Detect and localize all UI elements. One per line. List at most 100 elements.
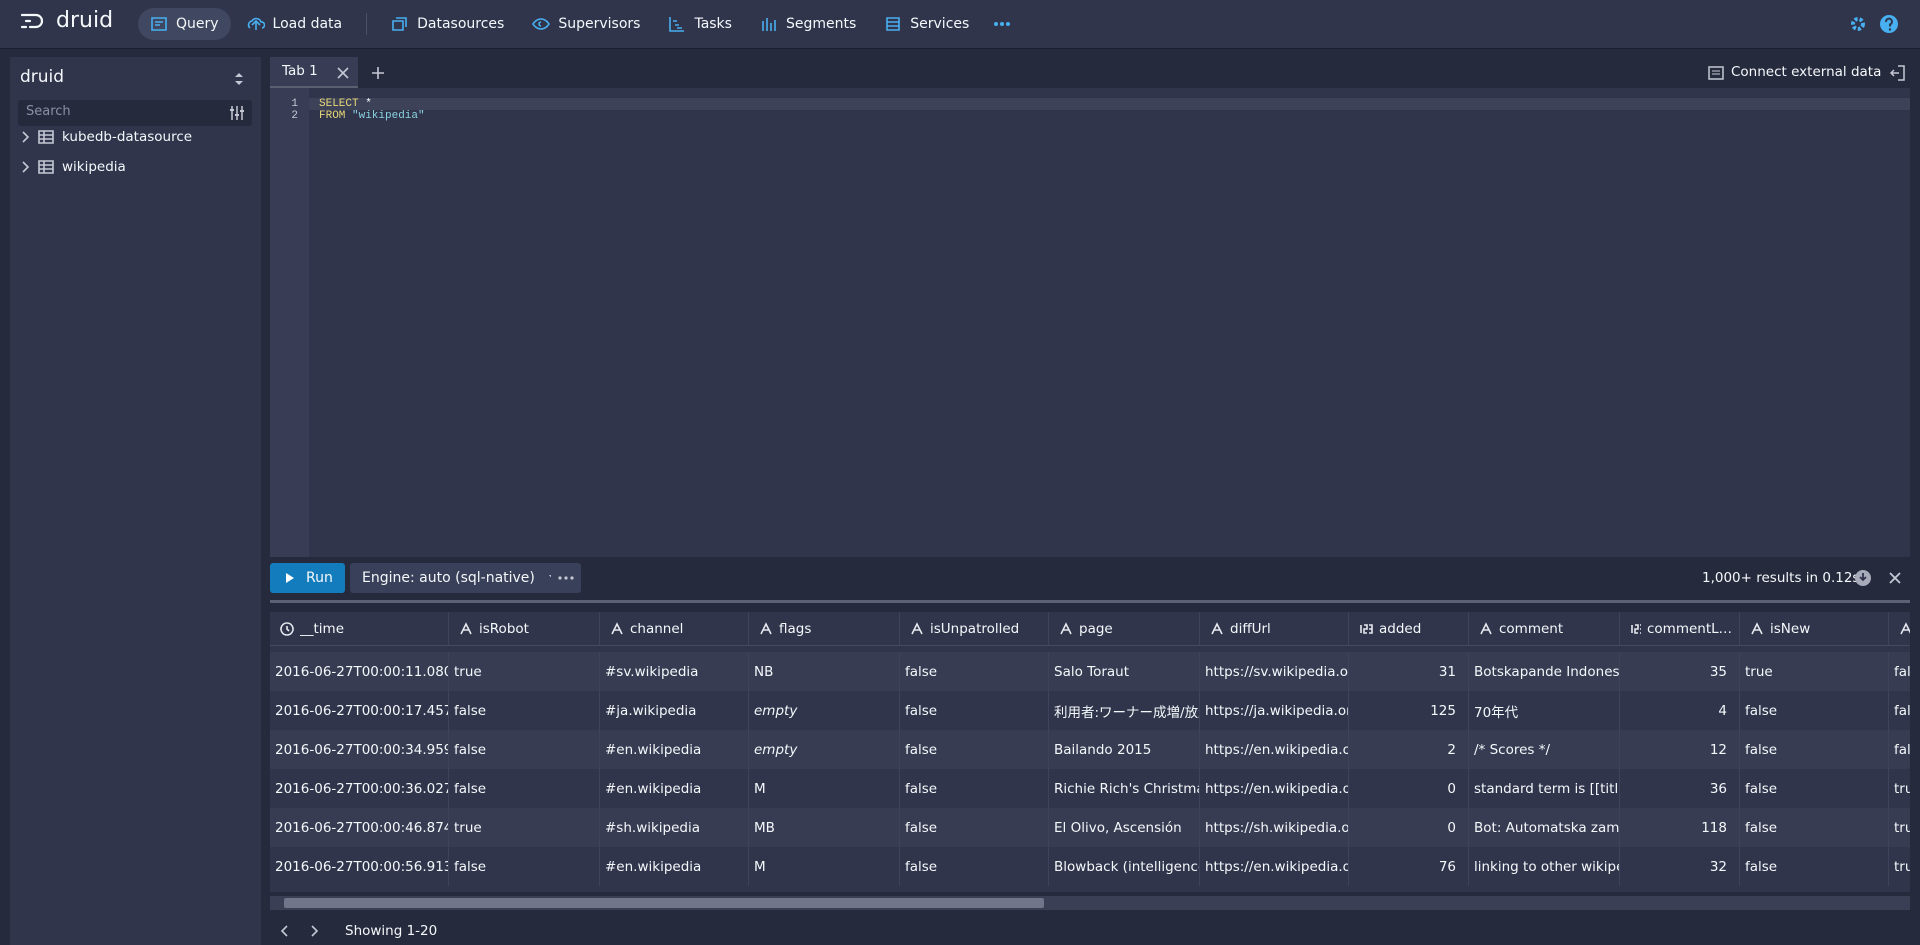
add-tab[interactable] (371, 66, 385, 80)
column-header[interactable]: added (1349, 612, 1469, 645)
code-token: SELECT (319, 98, 359, 110)
table-cell: empty (749, 691, 900, 730)
nav-item[interactable]: Segments (748, 8, 868, 40)
search-input[interactable]: Search (18, 100, 252, 126)
tab-close[interactable] (337, 67, 349, 79)
prev-page[interactable] (280, 925, 288, 937)
scroll-thumb[interactable] (284, 898, 1044, 908)
next-page[interactable] (311, 925, 319, 937)
table-cell: false (1740, 691, 1889, 730)
column-header[interactable] (1889, 612, 1910, 645)
nav-label: Datasources (417, 16, 504, 32)
column-name: channel (630, 621, 683, 637)
column-header[interactable]: isNew (1740, 612, 1889, 645)
nav-item[interactable]: Services (872, 8, 981, 40)
table-cell: false (1740, 847, 1889, 886)
column-header[interactable]: comment (1469, 612, 1620, 645)
showing-label: Showing 1-20 (345, 923, 437, 939)
h-scrollbar[interactable] (270, 896, 1910, 910)
table-cell: 2016-06-27T00:00:56.913Z (270, 847, 449, 886)
table-row: 2016-06-27T00:00:56.913Zfalse#en.wikiped… (270, 847, 1910, 886)
table-cell: Bailando 2015 (1049, 730, 1200, 769)
help-icon[interactable] (1879, 14, 1899, 34)
expand-caret-path (23, 162, 28, 172)
code-token: * (365, 98, 372, 110)
table-cell: 0 (1349, 808, 1469, 847)
column-header[interactable]: __time (270, 612, 449, 645)
nav-icon-path (533, 19, 549, 29)
type-icon (1359, 622, 1373, 636)
nav-icon (247, 15, 265, 33)
code-line: FROM"wikipedia" (319, 110, 425, 122)
column-name: flags (779, 621, 811, 637)
table-cell: MB (749, 808, 900, 847)
code-token: "wikipedia" (352, 110, 425, 122)
tree-item[interactable]: wikipedia (20, 159, 126, 175)
column-header[interactable]: commentLength (1620, 612, 1740, 645)
table-cell: false (1740, 769, 1889, 808)
nav-items: QueryLoad data Datasources SupervisorsTask… (138, 8, 1011, 40)
table-cell: 2016-06-27T00:00:17.457Z (270, 691, 449, 730)
column-header[interactable]: diffUrl (1200, 612, 1349, 645)
table-cell: false (449, 847, 600, 886)
column-header[interactable]: page (1049, 612, 1200, 645)
run-button[interactable]: Run (270, 563, 345, 593)
select-arrows[interactable] (234, 71, 244, 87)
column-name: page (1079, 621, 1113, 637)
sidebar-title[interactable]: druid (20, 67, 64, 87)
run-label: Run (306, 570, 333, 586)
table-cell: 2016-06-27T00:00:46.874Z (270, 808, 449, 847)
connect-external-data[interactable]: Connect external data (1731, 64, 1881, 80)
nav-more[interactable] (993, 21, 1011, 27)
brand-logo (20, 9, 50, 33)
table-cell: 76 (1349, 847, 1469, 886)
sql-editor[interactable]: 1SELECT*2FROM"wikipedia" (270, 88, 1910, 557)
column-header[interactable]: channel (600, 612, 749, 645)
collapse-icon[interactable] (1888, 64, 1906, 82)
nav-icon-path (393, 18, 406, 30)
close-results[interactable] (1889, 572, 1901, 584)
more-button[interactable] (551, 563, 581, 593)
expand-caret (20, 131, 30, 143)
nav-label: Services (910, 16, 969, 32)
nav-item[interactable]: Query (138, 8, 231, 40)
settings-icon[interactable] (1848, 14, 1868, 34)
table-cell: 2016-06-27T00:00:11.080Z (270, 652, 449, 691)
connect-icon (1708, 65, 1724, 81)
splitter[interactable] (270, 600, 1910, 603)
engine-button[interactable]: Engine: auto (sql-native) (350, 563, 571, 593)
column-header[interactable]: isRobot (449, 612, 600, 645)
type-icon-path (912, 624, 922, 634)
column-header[interactable]: flags (749, 612, 900, 645)
brand[interactable]: druid (20, 8, 113, 33)
table-cell: 利用者:ワーナー成増/放送 (1049, 691, 1200, 730)
table-cell: https://sv.wikipedia.org/ (1200, 652, 1349, 691)
table-cell: #sh.wikipedia (600, 808, 749, 847)
column-name: comment (1499, 621, 1563, 637)
table-icon-path (39, 131, 53, 143)
table-cell: true (449, 652, 600, 691)
table-cell: #en.wikipedia (600, 769, 749, 808)
column-header[interactable]: isUnpatrolled (900, 612, 1049, 645)
download-icon[interactable] (1855, 570, 1871, 586)
type-icon-path (1061, 624, 1071, 634)
column-name: commentLength (1647, 621, 1734, 637)
nav-separator (366, 13, 367, 35)
table-cell: https://ja.wikipedia.org/ (1200, 691, 1349, 730)
table-cell: true (1740, 652, 1889, 691)
table-cell: M (749, 769, 900, 808)
filter-icon[interactable] (229, 105, 245, 121)
nav-item[interactable]: Datasources (379, 8, 516, 40)
table-cell: false (449, 730, 600, 769)
table-row: 2016-06-27T00:00:36.027Zfalse#en.wikiped… (270, 769, 1910, 808)
type-icon (1899, 622, 1910, 636)
nav-item[interactable]: Tasks (656, 8, 744, 40)
results-table: __timeisRobot channel flags isUnpatrolled pa… (270, 612, 1910, 892)
tab-bar: Tab 1 Connect external data (270, 57, 1910, 88)
type-icon-path (1212, 624, 1222, 634)
type-icon-path (1901, 624, 1910, 634)
top-nav: druid QueryLoad data Datasources Superviso… (0, 0, 1920, 48)
nav-item[interactable]: Load data (235, 8, 355, 40)
tree-item[interactable]: kubedb-datasource (20, 129, 192, 145)
nav-item[interactable]: Supervisors (520, 8, 652, 40)
